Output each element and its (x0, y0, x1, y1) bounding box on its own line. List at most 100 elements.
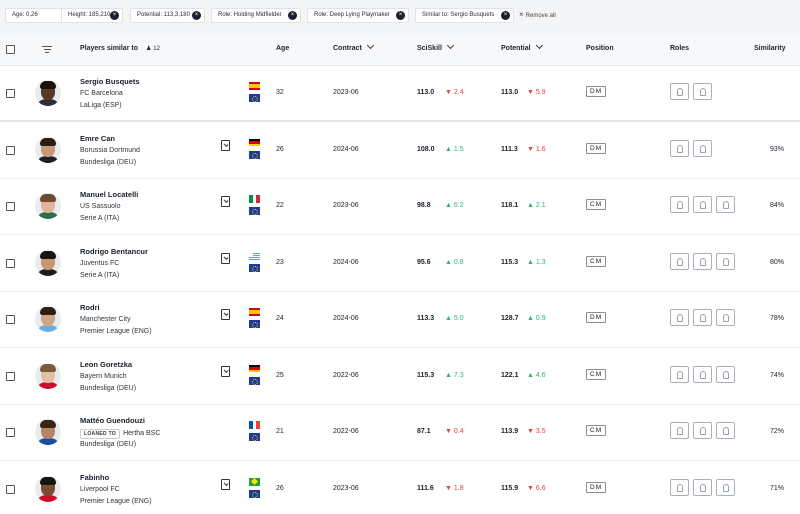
row-checkbox[interactable] (6, 428, 15, 437)
bookmark-icon[interactable] (221, 309, 230, 320)
loan-badge: LOANED TO (80, 429, 121, 439)
role-icon[interactable] (693, 83, 712, 100)
bookmark-icon[interactable] (221, 252, 230, 264)
bookmark-icon[interactable] (221, 196, 230, 207)
table-row[interactable]: Manuel Locatelli US Sassuolo Serie A (ITA)… (0, 179, 800, 235)
role-icon[interactable] (670, 365, 689, 383)
player-name-link[interactable]: Sergio Busquets (80, 77, 140, 86)
select-all-checkbox[interactable] (6, 45, 15, 54)
close-icon[interactable]: × (288, 11, 297, 20)
role-icon[interactable] (670, 83, 689, 100)
player-name-link[interactable]: Emre Can (80, 133, 116, 143)
player-name-link[interactable]: Rodrigo Bentancur (80, 246, 148, 256)
role-icon[interactable] (693, 252, 712, 270)
close-icon[interactable]: × (396, 11, 405, 20)
club-name[interactable]: Hertha BSC (123, 430, 161, 437)
role-icon[interactable] (670, 478, 689, 496)
player-club[interactable]: US Sassuolo (80, 203, 121, 210)
player-avatar[interactable] (35, 419, 61, 445)
role-icon[interactable] (693, 139, 712, 157)
player-avatar[interactable] (35, 80, 61, 106)
role-icon[interactable] (716, 252, 735, 270)
row-checkbox[interactable] (6, 315, 15, 324)
role-icon[interactable] (670, 196, 689, 213)
player-name-link[interactable]: Manuel Locatelli (80, 190, 139, 199)
contract-column-header[interactable]: Contract (333, 41, 374, 52)
player-avatar[interactable] (35, 475, 61, 502)
row-checkbox[interactable] (6, 145, 15, 155)
filter-chip-label: Similar to: Sergio Busquets (422, 12, 495, 18)
filter-chip-role-holding[interactable]: Role: Holding Midfielder × (211, 8, 301, 23)
sciskill-delta: 7.3 (453, 371, 464, 379)
close-icon: × (519, 10, 524, 19)
role-icon[interactable] (693, 365, 712, 383)
remove-all-button[interactable]: × Remove all (519, 10, 556, 19)
player-avatar[interactable] (35, 193, 61, 219)
row-checkbox[interactable] (6, 89, 15, 98)
player-avatar[interactable] (35, 249, 61, 276)
table-row[interactable]: Fabinho Liverpool FC Premier League (ENG) 2… (0, 462, 800, 514)
bookmark-icon[interactable] (221, 365, 230, 377)
role-icon[interactable] (716, 196, 735, 213)
filter-chip-role-playmaker[interactable]: Role: Deep Lying Playmaker × (307, 8, 409, 23)
row-checkbox[interactable] (6, 202, 15, 211)
filter-chip-label: Height: 185,210 (68, 12, 111, 18)
table-row[interactable]: Rodrigo Bentancur Juventus FC Serie A (ITA… (0, 236, 800, 292)
sciskill-value: 113.3 (417, 315, 435, 322)
row-checkbox[interactable] (6, 258, 15, 268)
filter-chip-height[interactable]: Height: 185,210 × (61, 8, 123, 23)
close-icon[interactable]: × (110, 11, 119, 20)
similarity-column-header[interactable]: Similarity (754, 45, 786, 52)
player-club[interactable]: FC Barcelona (80, 90, 123, 97)
bookmark-icon[interactable] (221, 478, 230, 490)
sciskill-value: 95.6 (417, 258, 431, 266)
bookmark-icon[interactable] (221, 139, 230, 151)
role-icon[interactable] (693, 422, 712, 439)
players-column-header: Players similar to ♟ 12 (80, 45, 160, 52)
role-icon[interactable] (716, 478, 735, 496)
player-avatar[interactable] (35, 306, 61, 332)
table-row[interactable]: Rodri Manchester City Premier League (ENG)… (0, 292, 800, 348)
position-column-header: Position (586, 45, 614, 52)
player-club[interactable]: Manchester City (80, 316, 131, 323)
age-column-header[interactable]: Age (276, 45, 290, 52)
close-icon[interactable]: × (192, 11, 201, 20)
player-name-link[interactable]: Fabinho (80, 472, 110, 482)
role-icon[interactable] (670, 139, 689, 157)
player-name-link[interactable]: Rodri (80, 303, 100, 312)
player-avatar[interactable] (35, 136, 61, 163)
close-icon[interactable]: × (501, 11, 510, 20)
player-name-link[interactable]: Leon Goretzka (80, 359, 133, 369)
table-row[interactable]: Emre Can Borussia Dortmund Bundesliga (DEU… (0, 123, 800, 179)
filter-chip-similar[interactable]: Similar to: Sergio Busquets × (415, 8, 514, 23)
sciskill-column-header[interactable]: SciSkill (417, 41, 454, 52)
role-icon[interactable] (716, 309, 735, 326)
nationality-flag-icon (249, 308, 260, 316)
table-row[interactable]: Leon Goretzka Bayern Munich Bundesliga (DE… (0, 349, 800, 405)
potential-column-header[interactable]: Potential (501, 41, 543, 52)
player-club[interactable]: Juventus FC (80, 259, 120, 267)
player-avatar[interactable] (35, 362, 61, 389)
player-club[interactable]: Liverpool FC (80, 485, 120, 493)
role-icon[interactable] (693, 478, 712, 496)
table-row[interactable]: Sergio Busquets FC Barcelona LaLiga (ESP) 3… (0, 66, 800, 122)
potential-trend: ▲ 2.1 (527, 202, 546, 209)
role-icon[interactable] (670, 309, 689, 326)
potential-value: 113.9 (501, 428, 519, 435)
row-checkbox[interactable] (6, 484, 15, 494)
player-name-link[interactable]: Mattéo Guendouzi (80, 416, 145, 425)
player-club[interactable]: Bayern Munich (80, 372, 127, 380)
table-row[interactable]: Mattéo Guendouzi LOANED TO Hertha BSC Bunde… (0, 405, 800, 461)
eu-flag-icon (249, 207, 260, 215)
role-icon[interactable] (693, 196, 712, 213)
role-icon[interactable] (670, 252, 689, 270)
player-club[interactable]: Borussia Dortmund (80, 146, 140, 154)
filter-lines-icon[interactable] (42, 46, 52, 54)
filter-chip-potential[interactable]: Potential: 113,3,180 × (130, 8, 205, 23)
row-checkbox[interactable] (6, 371, 15, 381)
role-icon[interactable] (670, 422, 689, 439)
trend-arrow-icon: ▲ (527, 371, 534, 379)
role-icon[interactable] (716, 422, 735, 439)
role-icon[interactable] (716, 365, 735, 383)
role-icon[interactable] (693, 309, 712, 326)
